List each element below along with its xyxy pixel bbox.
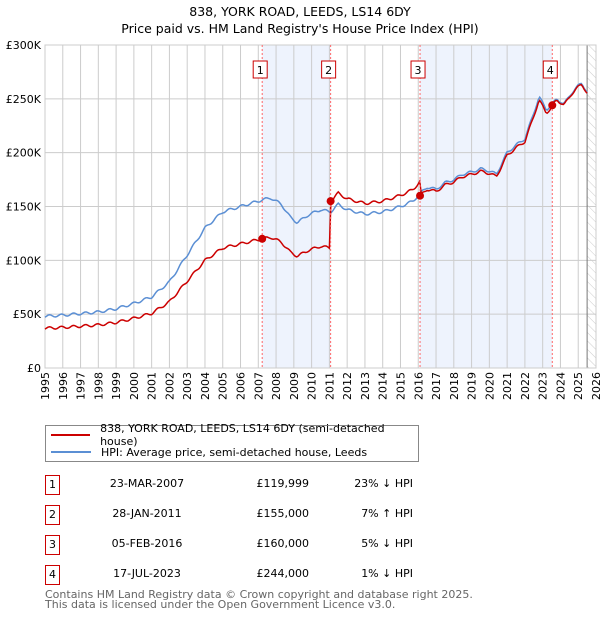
x-tick-label: 2000	[128, 372, 141, 400]
sale-hpi-diff: 5% ↓ HPI	[361, 537, 413, 550]
footer-line: This data is licensed under the Open Gov…	[45, 598, 396, 611]
y-tick-label: £150K	[6, 201, 42, 214]
plot-area: 1995 1996 1997 1998 1999 2000 2001 2002 2003 2004…	[6, 39, 600, 400]
x-tick-label: 2015	[394, 372, 407, 400]
x-tick-label: 2024	[554, 372, 567, 400]
sale-marker-box	[542, 60, 558, 79]
x-tick-label: 2025	[572, 372, 585, 400]
legend-item-hpi: HPI: Average price, semi-detached house,…	[51, 444, 367, 460]
x-tick-label: 2007	[252, 372, 265, 400]
x-tick-label: 2019	[466, 372, 479, 400]
sale-price: £160,000	[256, 537, 310, 550]
sale-price: £155,000	[256, 507, 310, 520]
x-tick-label: 2021	[501, 372, 514, 400]
x-tick-label: 2003	[181, 372, 194, 400]
sale-marker-label: 2	[325, 64, 332, 77]
x-tick-label: 2026	[590, 372, 600, 400]
sale-marker-label: 3	[415, 64, 422, 77]
chart-title: 838, YORK ROAD, LEEDS, LS14 6DY	[189, 4, 411, 19]
x-tick-label: 2008	[270, 372, 283, 400]
x-tick-label: 2006	[235, 372, 248, 400]
sale-hpi-diff: 23% ↓ HPI	[354, 477, 413, 490]
x-tick-label: 2014	[377, 372, 390, 400]
legend: 838, YORK ROAD, LEEDS, LS14 6DY (semi-de…	[45, 422, 419, 462]
x-tick-label: 2002	[163, 372, 176, 400]
sale-row: 2 28-JAN-2011 £155,000 7% ↑ HPI	[45, 505, 445, 525]
sale-date: 05-FEB-2016	[111, 537, 183, 550]
x-tick-label: 2022	[519, 372, 532, 400]
hpi-line	[44, 82, 588, 318]
sale-number: 3	[45, 535, 60, 555]
y-tick-label: £300K	[6, 39, 42, 52]
legend-swatch	[51, 434, 91, 436]
chart-subtitle: Price paid vs. HM Land Registry's House …	[121, 21, 479, 36]
sale-number: 1	[45, 475, 60, 495]
footer-line: Contains HM Land Registry data © Crown c…	[45, 588, 473, 601]
sale-row: 1 23-MAR-2007 £119,999 23% ↓ HPI	[45, 475, 445, 495]
x-tick-label: 2001	[146, 372, 159, 400]
y-tick-label: £100K	[6, 254, 42, 267]
sale-marker-label: 1	[257, 64, 264, 77]
price-paid-line	[44, 83, 588, 330]
sale-point	[258, 234, 267, 243]
footer: Contains HM Land Registry data © Crown c…	[45, 588, 473, 611]
sale-point	[548, 101, 557, 110]
sale-point	[326, 197, 335, 206]
x-tick-label: 2023	[537, 372, 550, 400]
sale-number: 2	[45, 505, 60, 525]
x-tick-label: 1998	[92, 372, 105, 400]
sale-number: 4	[45, 565, 60, 585]
x-tick-label: 1999	[110, 372, 123, 400]
y-tick-label: £0	[27, 362, 41, 375]
x-tick-label: 1996	[57, 372, 70, 400]
x-tick-label: 1997	[75, 372, 88, 400]
plot-border	[44, 44, 597, 369]
sale-marker-box	[252, 60, 268, 79]
sale-marker-label: 4	[547, 64, 554, 77]
sale-date: 17-JUL-2023	[113, 567, 181, 580]
x-tick-label: 2011	[323, 372, 336, 400]
sale-marker-box	[321, 60, 337, 79]
sale-hpi-diff: 7% ↑ HPI	[361, 507, 413, 520]
sale-marker-box	[410, 60, 426, 79]
sale-point	[416, 191, 425, 200]
y-tick-label: £200K	[6, 147, 42, 160]
y-tick-label: £50K	[13, 308, 42, 321]
sale-row: 3 05-FEB-2016 £160,000 5% ↓ HPI	[45, 535, 445, 555]
x-tick-label: 2010	[306, 372, 319, 400]
x-tick-label: 2013	[359, 372, 372, 400]
x-tick-label: 2020	[483, 372, 496, 400]
x-tick-label: 2017	[430, 372, 443, 400]
x-tick-label: 1995	[39, 372, 52, 400]
x-tick-label: 2004	[199, 372, 212, 400]
x-tick-label: 2009	[288, 372, 301, 400]
x-tick-label: 2012	[341, 372, 354, 400]
legend-swatch	[51, 451, 91, 453]
y-tick-label: £250K	[6, 93, 42, 106]
x-tick-label: 2005	[217, 372, 230, 400]
sale-row: 4 17-JUL-2023 £244,000 1% ↓ HPI	[45, 565, 445, 585]
legend-item-price: 838, YORK ROAD, LEEDS, LS14 6DY (semi-de…	[51, 422, 418, 448]
sale-date: 23-MAR-2007	[109, 477, 185, 490]
sale-date: 28-JAN-2011	[112, 507, 182, 520]
x-tick-label: 2018	[448, 372, 461, 400]
legend-label: 838, YORK ROAD, LEEDS, LS14 6DY (semi-de…	[100, 422, 385, 448]
sale-price: £244,000	[256, 567, 310, 580]
x-tick-label: 2016	[412, 372, 425, 400]
sale-hpi-diff: 1% ↓ HPI	[361, 567, 413, 580]
legend-label: HPI: Average price, semi-detached house,…	[101, 445, 368, 459]
sale-price: £119,999	[256, 477, 310, 490]
